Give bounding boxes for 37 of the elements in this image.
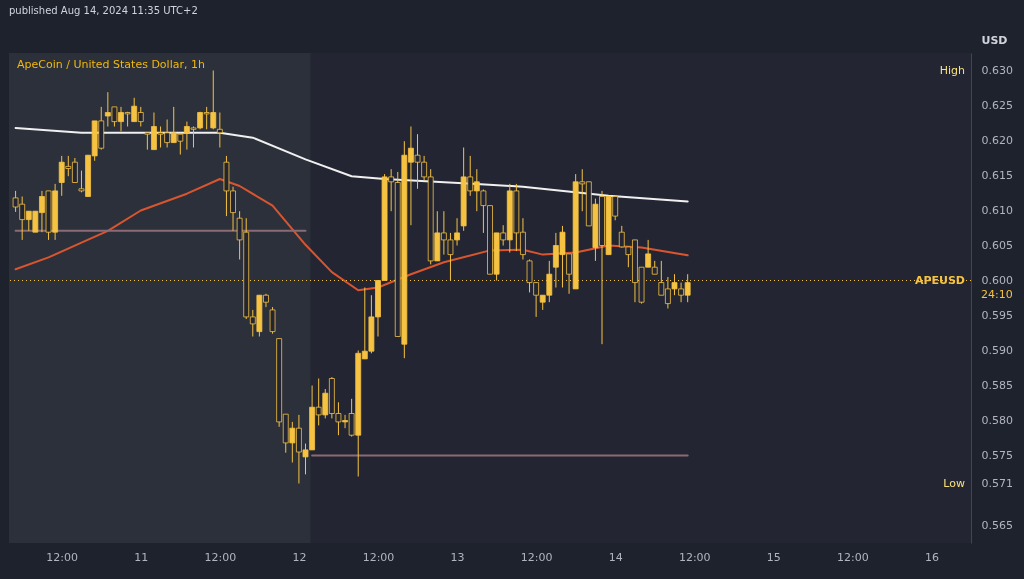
x-tick-label: 13 <box>450 550 465 564</box>
y-tick-label: 0.580 <box>981 414 1013 427</box>
y-tick-label: 0.615 <box>981 169 1013 182</box>
y-tick-label: 0.575 <box>981 449 1013 462</box>
y-tick-label: 0.600 <box>981 274 1013 287</box>
y-tick-label: 0.620 <box>981 134 1013 147</box>
y-tick-label: 0.630 <box>981 64 1013 77</box>
y-tick-label: 0.565 <box>981 519 1013 532</box>
y-tick-label: 0.571 <box>981 477 1013 490</box>
y-tick-label: 0.605 <box>981 239 1013 252</box>
y-tick-label: 0.625 <box>981 99 1013 112</box>
x-tick-label: 12:00 <box>837 550 869 564</box>
x-tick-label: 12 <box>292 550 307 564</box>
y-tick-label: 0.585 <box>981 379 1013 392</box>
x-tick-label: 12:00 <box>362 550 395 564</box>
x-tick-label: 14 <box>608 550 623 564</box>
candlestick <box>216 112 223 148</box>
x-tick-label: 12:00 <box>204 550 237 564</box>
chart-title: ApeCoin / United States Dollar, 1h <box>17 58 205 71</box>
candlestick <box>269 306 276 335</box>
y-tick-label: 0.590 <box>981 344 1013 357</box>
chart-subtitle: published Aug 14, 2024 11:35 UTC+2 <box>9 5 198 16</box>
y-tick-label: 0.595 <box>981 309 1013 322</box>
x-tick-label: 12:00 <box>46 550 79 564</box>
ref-line-label: APEUSD <box>914 273 965 287</box>
line-series <box>14 178 689 292</box>
x-tick-label: 16 <box>924 550 939 564</box>
text: 24:10 <box>981 287 1013 301</box>
annotation: High <box>939 63 966 77</box>
y-axis-title: USD <box>981 33 1008 47</box>
line-series <box>14 126 689 203</box>
x-tick-label: 11 <box>134 550 149 564</box>
annotation: Low <box>943 476 965 490</box>
x-tick-label: 15 <box>766 550 781 564</box>
y-tick-label: 0.610 <box>981 204 1013 217</box>
x-tick-label: 12:00 <box>678 550 711 564</box>
x-tick-label: 12:00 <box>520 550 553 564</box>
